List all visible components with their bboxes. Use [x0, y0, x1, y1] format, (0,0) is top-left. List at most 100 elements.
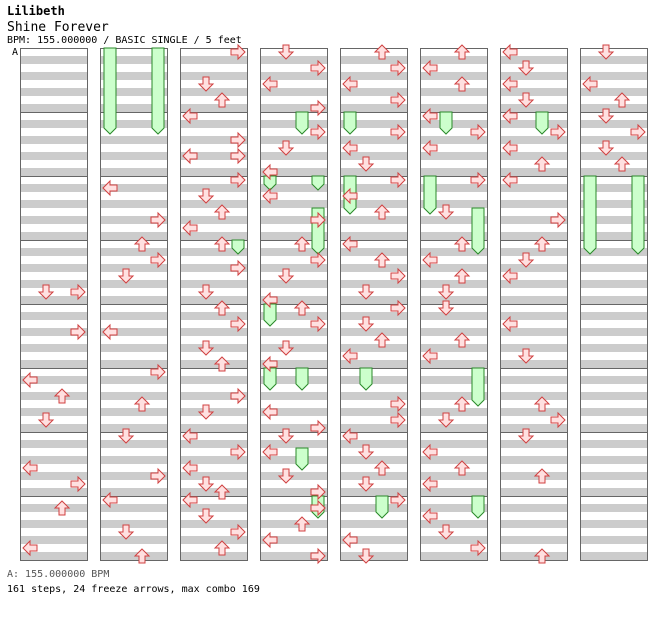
beat-stripe: [580, 56, 648, 64]
beat-stripe: [500, 376, 568, 384]
step-arrow-right: [231, 261, 245, 275]
freeze-arrow: [536, 112, 548, 134]
beat-stripe: [500, 392, 568, 400]
beat-stripe: [20, 168, 88, 176]
beat-stripe: [340, 376, 408, 384]
beat-stripe: [100, 344, 168, 352]
beat-stripe: [260, 472, 328, 480]
beat-stripe: [20, 520, 88, 528]
beat-stripe: [420, 296, 488, 304]
beat-stripe: [20, 216, 88, 224]
beat-stripe: [500, 248, 568, 256]
freeze-arrow: [296, 448, 308, 470]
step-arrow-down: [279, 341, 293, 355]
beat-stripe: [580, 360, 648, 368]
beat-stripe: [260, 280, 328, 288]
step-arrow-right: [71, 325, 85, 339]
beat-stripe: [420, 328, 488, 336]
beat-stripe: [20, 104, 88, 112]
beat-stripe: [20, 312, 88, 320]
freeze-arrow: [472, 368, 484, 406]
beat-stripe: [100, 424, 168, 432]
step-arrow-left: [23, 373, 37, 387]
beat-stripe: [500, 456, 568, 464]
freeze-arrow: [472, 208, 484, 254]
step-arrow-left: [183, 149, 197, 163]
beat-stripe: [20, 504, 88, 512]
beat-stripe: [20, 184, 88, 192]
beat-stripe: [580, 488, 648, 496]
beat-stripe: [340, 552, 408, 560]
beat-stripe: [580, 424, 648, 432]
beat-stripe: [20, 424, 88, 432]
beat-stripe: [580, 280, 648, 288]
beat-stripe: [180, 88, 248, 96]
beat-stripe: [420, 312, 488, 320]
freeze-arrow: [152, 48, 164, 134]
beat-stripe: [580, 344, 648, 352]
beat-stripe: [20, 88, 88, 96]
beat-stripe: [20, 72, 88, 80]
beat-stripe: [580, 168, 648, 176]
beat-stripe: [580, 472, 648, 480]
beat-stripe: [260, 392, 328, 400]
beat-stripe: [180, 408, 248, 416]
beat-stripe: [500, 504, 568, 512]
beat-stripe: [340, 472, 408, 480]
beat-stripe: [340, 328, 408, 336]
freeze-arrow: [440, 112, 452, 134]
beat-stripe: [500, 472, 568, 480]
freeze-arrow: [472, 496, 484, 518]
beat-stripe: [260, 344, 328, 352]
step-arrow-up: [55, 389, 69, 403]
beat-stripe: [580, 392, 648, 400]
beat-stripe: [580, 520, 648, 528]
beat-stripe: [420, 408, 488, 416]
bpm-legend: A: 155.000000 BPM: [7, 569, 109, 580]
step-arrow-left: [263, 533, 277, 547]
beat-stripe: [180, 552, 248, 560]
beat-stripe: [580, 312, 648, 320]
beat-stripe: [100, 152, 168, 160]
beat-stripe: [500, 360, 568, 368]
step-arrow-left: [263, 405, 277, 419]
beat-stripe: [20, 232, 88, 240]
step-arrow-right: [231, 389, 245, 403]
beat-stripe: [180, 72, 248, 80]
beat-stripe: [20, 360, 88, 368]
beat-stripe: [340, 456, 408, 464]
beat-stripe: [100, 392, 168, 400]
beat-stripe: [580, 328, 648, 336]
beat-stripe: [580, 104, 648, 112]
beat-stripe: [20, 200, 88, 208]
beat-stripe: [100, 456, 168, 464]
beat-stripe: [100, 280, 168, 288]
freeze-arrow: [296, 368, 308, 390]
beat-stripe: [580, 152, 648, 160]
step-arrow-right: [551, 213, 565, 227]
beat-stripe: [580, 376, 648, 384]
beat-stripe: [500, 536, 568, 544]
step-arrow-left: [103, 325, 117, 339]
beat-stripe: [180, 280, 248, 288]
beat-stripe: [260, 152, 328, 160]
step-arrow-up: [55, 501, 69, 515]
beat-stripe: [260, 520, 328, 528]
beat-stripe: [20, 408, 88, 416]
beat-stripe: [100, 520, 168, 528]
beat-stripe: [580, 264, 648, 272]
step-arrow-right: [151, 469, 165, 483]
beat-stripe: [500, 296, 568, 304]
step-arrow-right: [151, 213, 165, 227]
beat-stripe: [20, 152, 88, 160]
step-arrow-down: [279, 469, 293, 483]
beat-stripe: [20, 248, 88, 256]
beat-stripe: [580, 536, 648, 544]
beat-stripe: [20, 264, 88, 272]
beat-stripe: [180, 376, 248, 384]
beat-stripe: [100, 232, 168, 240]
freeze-arrow: [104, 48, 116, 134]
beat-stripe: [500, 200, 568, 208]
beat-stripe: [180, 344, 248, 352]
